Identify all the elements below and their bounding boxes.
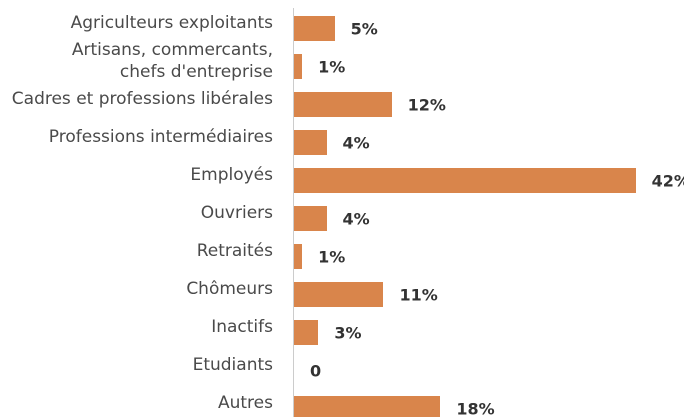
category-label: Artisans, commercants, chefs d'entrepris… [71,40,273,82]
data-label: 11% [399,285,438,305]
category-label: Cadres et professions libérales [11,89,273,109]
data-label: 0 [310,361,322,381]
category-label: Etudiants [192,355,273,375]
data-label: 3% [334,323,362,343]
data-label: 1% [318,247,346,267]
data-label: 5% [350,19,378,39]
data-label: 4% [342,133,370,153]
data-label: 4% [342,209,370,229]
category-label: Inactifs [211,317,273,337]
category-label: Autres [217,393,273,413]
category-label: Ouvriers [200,203,273,223]
bar [294,243,303,269]
category-label: Agriculteurs exploitants [70,13,273,33]
bar [294,281,384,307]
bar [294,167,636,193]
bar [294,129,327,155]
bar [294,319,319,345]
data-label: 42% [651,171,684,191]
category-label: Employés [190,165,273,185]
category-label: Retraités [196,241,273,261]
category-label: Chômeurs [186,279,273,299]
category-label: Professions intermédiaires [48,127,273,147]
bar [294,91,392,117]
axis-line [293,8,294,417]
bar [294,15,335,41]
data-label: 1% [318,57,346,77]
bar [294,53,303,79]
data-label: 12% [407,95,446,115]
bar [294,395,441,417]
data-label: 18% [456,399,495,417]
bar [294,205,327,231]
